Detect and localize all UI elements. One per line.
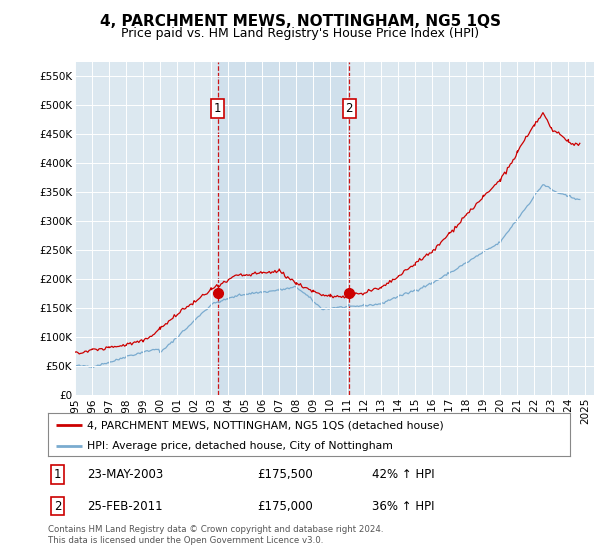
Text: 42% ↑ HPI: 42% ↑ HPI xyxy=(371,468,434,481)
Text: 25-FEB-2011: 25-FEB-2011 xyxy=(87,500,163,512)
Text: 2: 2 xyxy=(346,102,353,115)
Text: 2: 2 xyxy=(53,500,61,512)
Text: 1: 1 xyxy=(214,102,221,115)
Text: £175,000: £175,000 xyxy=(257,500,313,512)
Text: Price paid vs. HM Land Registry's House Price Index (HPI): Price paid vs. HM Land Registry's House … xyxy=(121,27,479,40)
Text: 4, PARCHMENT MEWS, NOTTINGHAM, NG5 1QS (detached house): 4, PARCHMENT MEWS, NOTTINGHAM, NG5 1QS (… xyxy=(87,421,444,430)
Text: £175,500: £175,500 xyxy=(257,468,313,481)
Text: 36% ↑ HPI: 36% ↑ HPI xyxy=(371,500,434,512)
Text: HPI: Average price, detached house, City of Nottingham: HPI: Average price, detached house, City… xyxy=(87,441,393,451)
Text: Contains HM Land Registry data © Crown copyright and database right 2024.
This d: Contains HM Land Registry data © Crown c… xyxy=(48,525,383,545)
Text: 4, PARCHMENT MEWS, NOTTINGHAM, NG5 1QS: 4, PARCHMENT MEWS, NOTTINGHAM, NG5 1QS xyxy=(100,14,500,29)
Bar xyxy=(218,62,349,395)
Text: 1: 1 xyxy=(53,468,61,481)
Text: 23-MAY-2003: 23-MAY-2003 xyxy=(87,468,163,481)
